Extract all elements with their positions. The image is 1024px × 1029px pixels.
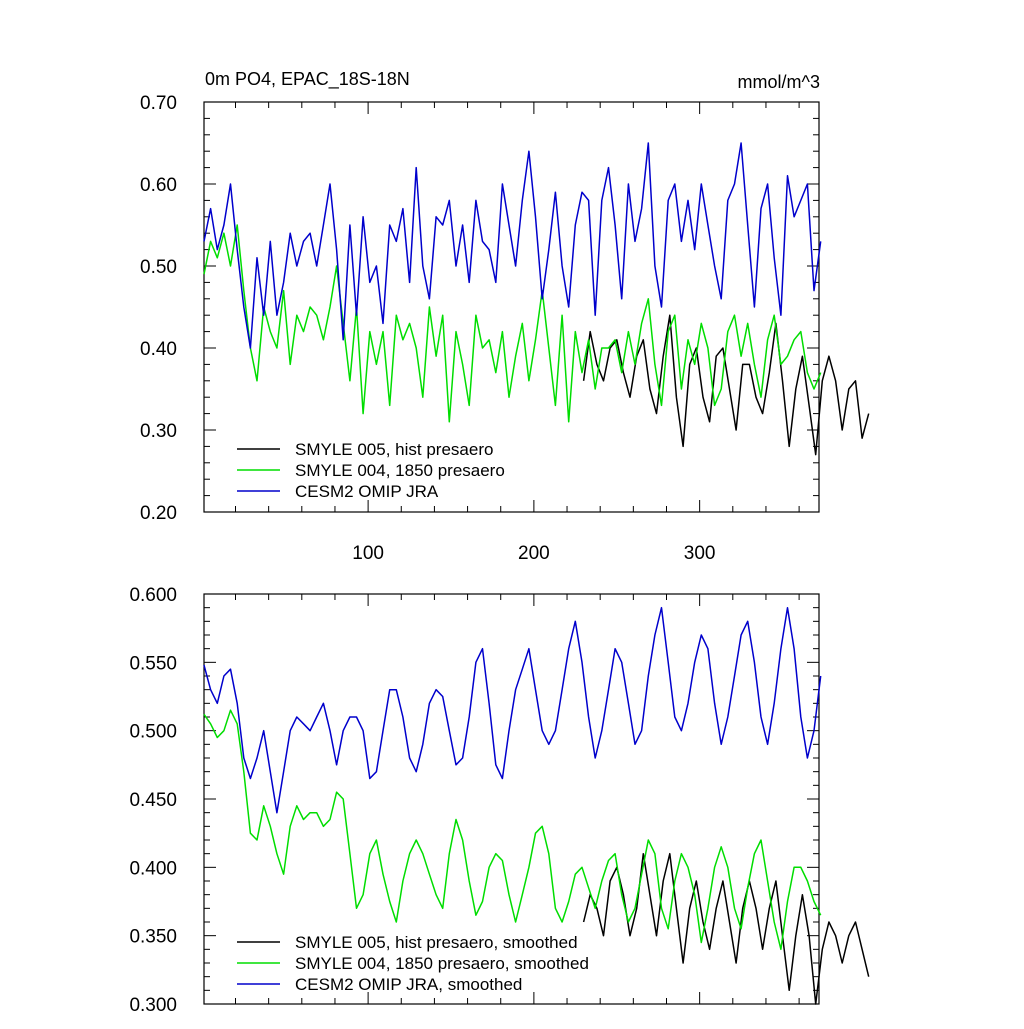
units-label: mmol/m^3 bbox=[738, 72, 820, 92]
series-line-1 bbox=[203, 224, 822, 423]
legend-label-2: CESM2 OMIP JRA, smoothed bbox=[295, 975, 522, 994]
legend: SMYLE 005, hist presaero, smoothed SMYLE … bbox=[237, 933, 589, 994]
series-line-0 bbox=[582, 314, 870, 456]
series-line-1 bbox=[203, 709, 822, 951]
series-line-2 bbox=[203, 142, 822, 349]
y-tick-label: 0.500 bbox=[129, 722, 177, 743]
y-tick-label: 0.600 bbox=[129, 585, 177, 606]
series-lines bbox=[203, 142, 870, 456]
x-tick-label: 100 bbox=[352, 543, 384, 564]
y-tick-label: 0.20 bbox=[140, 503, 177, 524]
legend: SMYLE 005, hist presaero SMYLE 004, 1850 … bbox=[237, 440, 505, 501]
legend-label-1: SMYLE 004, 1850 presaero bbox=[295, 461, 505, 480]
top-panel: 0m PO4, EPAC_18S-18N mmol/m^3 100 200 300 … bbox=[140, 69, 870, 564]
y-tick-label: 0.50 bbox=[140, 257, 177, 278]
x-tick-labels: 100 200 300 bbox=[352, 543, 715, 564]
y-tick-label: 0.400 bbox=[129, 858, 177, 879]
y-tick-label: 0.450 bbox=[129, 790, 177, 811]
y-tick-labels: 0.20 0.30 0.40 0.50 0.60 0.70 bbox=[140, 93, 177, 524]
chart-title: 0m PO4, EPAC_18S-18N bbox=[205, 69, 410, 90]
legend-label-2: CESM2 OMIP JRA bbox=[295, 482, 439, 501]
y-tick-label: 0.30 bbox=[140, 421, 177, 442]
y-tick-label: 0.40 bbox=[140, 339, 177, 360]
x-tick-label: 200 bbox=[518, 543, 550, 564]
y-tick-label: 0.350 bbox=[129, 927, 177, 948]
plot-frame bbox=[203, 101, 820, 513]
series-line-2 bbox=[203, 606, 822, 814]
legend-label-1: SMYLE 004, 1850 presaero, smoothed bbox=[295, 954, 589, 973]
y-tick-label: 0.300 bbox=[129, 995, 177, 1016]
legend-label-0: SMYLE 005, hist presaero bbox=[295, 440, 493, 459]
y-tick-label: 0.550 bbox=[129, 653, 177, 674]
series-lines bbox=[203, 606, 870, 1005]
ticks bbox=[204, 593, 819, 1005]
y-tick-label: 0.70 bbox=[140, 93, 177, 114]
y-tick-label: 0.60 bbox=[140, 175, 177, 196]
legend-label-0: SMYLE 005, hist presaero, smoothed bbox=[295, 933, 578, 952]
y-tick-labels: 0.300 0.350 0.400 0.450 0.500 0.550 0.600 bbox=[129, 585, 177, 1016]
x-tick-label: 300 bbox=[684, 543, 716, 564]
series-line-0 bbox=[582, 852, 870, 1005]
